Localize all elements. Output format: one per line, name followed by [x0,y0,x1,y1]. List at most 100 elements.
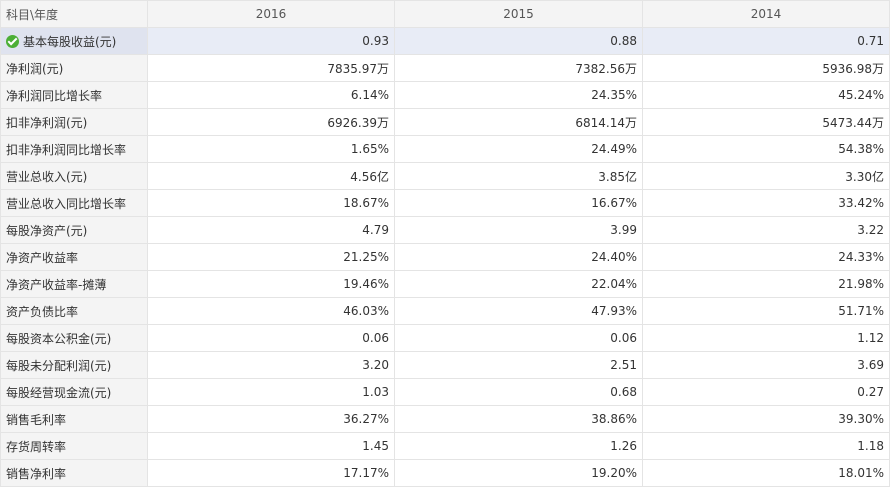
row-label: 存货周转率 [6,439,67,454]
value-cell-2015: 19.20% [394,459,643,487]
row-label: 销售毛利率 [6,412,67,427]
row-label: 净利润(元) [6,61,64,76]
row-label-cell: 每股未分配利润(元) [0,351,148,379]
table-row[interactable]: 存货周转率 1.45 1.26 1.18 [0,432,890,460]
value-cell-2014: 0.27 [642,378,890,406]
value-cell-2015: 0.88 [394,27,643,55]
value-cell-2016: 1.65% [147,135,395,163]
value-cell-2015: 24.40% [394,243,643,271]
table-row[interactable]: 销售净利率 17.17% 19.20% 18.01% [0,459,890,487]
table-row[interactable]: 基本每股收益(元) 0.93 0.88 0.71 [0,27,890,55]
value-cell-2016: 4.79 [147,216,395,244]
value-cell-2014: 54.38% [642,135,890,163]
row-label-cell: 净利润(元) [0,54,148,82]
row-label: 每股经营现金流(元) [6,385,112,400]
value-cell-2014: 3.69 [642,351,890,379]
value-cell-2015: 3.85亿 [394,162,643,190]
row-label: 销售净利率 [6,466,67,481]
value-cell-2016: 0.93 [147,27,395,55]
value-cell-2016: 46.03% [147,297,395,325]
value-cell-2014: 5473.44万 [642,108,890,136]
table-row[interactable]: 净资产收益率 21.25% 24.40% 24.33% [0,243,890,271]
value-cell-2016: 6.14% [147,81,395,109]
row-label-cell: 营业总收入同比增长率 [0,189,148,217]
value-cell-2014: 33.42% [642,189,890,217]
value-cell-2016: 1.45 [147,432,395,460]
row-label-cell: 销售毛利率 [0,405,148,433]
value-cell-2014: 0.71 [642,27,890,55]
value-cell-2014: 21.98% [642,270,890,298]
value-cell-2015: 16.67% [394,189,643,217]
value-cell-2016: 18.67% [147,189,395,217]
value-cell-2015: 6814.14万 [394,108,643,136]
row-label: 净资产收益率 [6,250,79,265]
value-cell-2016: 19.46% [147,270,395,298]
value-cell-2016: 0.06 [147,324,395,352]
table-row[interactable]: 扣非净利润同比增长率 1.65% 24.49% 54.38% [0,135,890,163]
table-row[interactable]: 每股资本公积金(元) 0.06 0.06 1.12 [0,324,890,352]
row-label-cell: 扣非净利润同比增长率 [0,135,148,163]
value-cell-2015: 38.86% [394,405,643,433]
row-label: 每股资本公积金(元) [6,331,112,346]
row-label: 每股未分配利润(元) [6,358,112,373]
value-cell-2016: 21.25% [147,243,395,271]
row-label: 营业总收入(元) [6,169,88,184]
table-row[interactable]: 销售毛利率 36.27% 38.86% 39.30% [0,405,890,433]
row-label: 净资产收益率-摊薄 [6,277,107,292]
value-cell-2014: 3.22 [642,216,890,244]
value-cell-2016: 1.03 [147,378,395,406]
value-cell-2015: 2.51 [394,351,643,379]
check-circle-icon [6,34,19,48]
value-cell-2015: 24.35% [394,81,643,109]
row-label-cell: 净利润同比增长率 [0,81,148,109]
value-cell-2014: 39.30% [642,405,890,433]
row-label-cell: 扣非净利润(元) [0,108,148,136]
table-row[interactable]: 扣非净利润(元) 6926.39万 6814.14万 5473.44万 [0,108,890,136]
value-cell-2014: 45.24% [642,81,890,109]
row-label-cell: 净资产收益率 [0,243,148,271]
table-row[interactable]: 每股净资产(元) 4.79 3.99 3.22 [0,216,890,244]
value-cell-2015: 0.68 [394,378,643,406]
table-row[interactable]: 营业总收入同比增长率 18.67% 16.67% 33.42% [0,189,890,217]
value-cell-2015: 0.06 [394,324,643,352]
row-label-cell: 资产负债比率 [0,297,148,325]
row-label: 净利润同比增长率 [6,88,103,103]
table-header-row: 科目\年度 2016 2015 2014 [0,0,890,28]
value-cell-2015: 7382.56万 [394,54,643,82]
row-label-cell: 销售净利率 [0,459,148,487]
value-cell-2016: 7835.97万 [147,54,395,82]
value-cell-2014: 1.18 [642,432,890,460]
value-cell-2014: 5936.98万 [642,54,890,82]
header-year-2015[interactable]: 2015 [394,0,643,28]
row-label: 每股净资产(元) [6,223,88,238]
header-year-2016[interactable]: 2016 [147,0,395,28]
value-cell-2014: 1.12 [642,324,890,352]
row-label: 资产负债比率 [6,304,79,319]
value-cell-2016: 3.20 [147,351,395,379]
row-label-cell: 营业总收入(元) [0,162,148,190]
header-year-2014[interactable]: 2014 [642,0,890,28]
value-cell-2015: 47.93% [394,297,643,325]
row-label: 基本每股收益(元) [23,34,117,49]
table-row[interactable]: 净资产收益率-摊薄 19.46% 22.04% 21.98% [0,270,890,298]
table-row[interactable]: 每股未分配利润(元) 3.20 2.51 3.69 [0,351,890,379]
value-cell-2016: 4.56亿 [147,162,395,190]
value-cell-2014: 18.01% [642,459,890,487]
value-cell-2014: 3.30亿 [642,162,890,190]
header-label-cell: 科目\年度 [0,0,148,28]
row-label: 营业总收入同比增长率 [6,196,127,211]
row-label: 扣非净利润同比增长率 [6,142,127,157]
row-label-cell: 每股资本公积金(元) [0,324,148,352]
row-label-cell: 基本每股收益(元) [0,27,148,55]
table-row[interactable]: 净利润(元) 7835.97万 7382.56万 5936.98万 [0,54,890,82]
row-label-cell: 每股净资产(元) [0,216,148,244]
table-row[interactable]: 资产负债比率 46.03% 47.93% 51.71% [0,297,890,325]
row-label-cell: 每股经营现金流(元) [0,378,148,406]
table-row[interactable]: 净利润同比增长率 6.14% 24.35% 45.24% [0,81,890,109]
table-row[interactable]: 每股经营现金流(元) 1.03 0.68 0.27 [0,378,890,406]
row-label-cell: 存货周转率 [0,432,148,460]
value-cell-2015: 24.49% [394,135,643,163]
table-row[interactable]: 营业总收入(元) 4.56亿 3.85亿 3.30亿 [0,162,890,190]
